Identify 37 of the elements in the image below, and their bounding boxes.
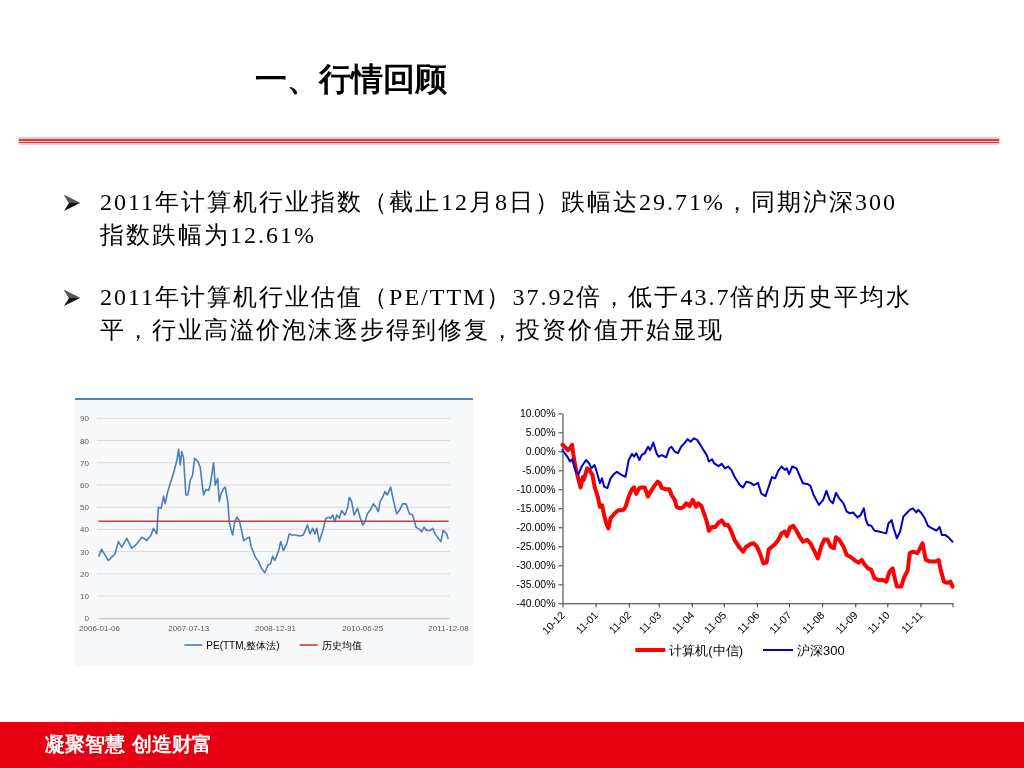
y-tick-label: 10 xyxy=(80,592,90,602)
y-tick-label: 10.00% xyxy=(519,407,556,420)
line-series xyxy=(98,448,449,574)
y-tick-label: -5.00% xyxy=(522,464,556,477)
y-tick-label: -40.00% xyxy=(516,597,556,610)
y-tick-label: 50 xyxy=(80,503,90,513)
y-tick-label: -25.00% xyxy=(516,540,556,553)
y-tick-label: 60 xyxy=(80,481,90,491)
x-tick-label: 2007-07-13 xyxy=(168,623,210,633)
y-tick-label: 80 xyxy=(80,436,90,446)
y-tick-label: -35.00% xyxy=(516,578,556,591)
y-tick-label: 0 xyxy=(84,614,90,624)
legend-label: 沪深300 xyxy=(796,642,845,658)
line-series xyxy=(560,442,955,589)
legend-label: PE(TTM,整体法) xyxy=(206,639,280,651)
line-series xyxy=(561,437,954,543)
y-tick-label: -10.00% xyxy=(516,483,556,496)
x-tick-label: 2008-12-31 xyxy=(254,623,297,633)
x-tick-label: 2011-12-08 xyxy=(428,623,470,633)
x-tick-label: 2006-01-06 xyxy=(79,623,121,633)
y-tick-label: -20.00% xyxy=(516,521,556,534)
text: 一、行情回顾 xyxy=(255,59,447,100)
text: 2011年计算机行业指数（截止12月8日）跌幅达29.71%，同期沪深300指数跌幅为12.61% xyxy=(100,188,899,250)
y-tick-label: 5.00% xyxy=(525,426,556,439)
y-tick-label: 30 xyxy=(80,547,90,557)
y-tick-label: 0.00% xyxy=(525,445,556,458)
legend-label: 历史均值 xyxy=(321,639,362,651)
y-tick-label: 90 xyxy=(80,414,90,424)
y-tick-label: 70 xyxy=(80,458,90,468)
text: 2011年计算机行业估值（PE/TTM）37.92倍，低于43.7倍的历史平均水平，行业高溢价泡沫逐步得到修复，投资价值开始显现 xyxy=(100,283,914,345)
text: 凝聚智慧 创造财富 xyxy=(45,731,213,757)
y-tick-label: 20 xyxy=(80,569,90,579)
y-tick-label: 40 xyxy=(80,525,90,535)
y-tick-label: -30.00% xyxy=(516,559,556,572)
legend-label: 计算机(中信) xyxy=(669,642,743,658)
x-tick-label: 2010-06-25 xyxy=(342,623,384,633)
y-tick-label: -15.00% xyxy=(516,502,556,515)
